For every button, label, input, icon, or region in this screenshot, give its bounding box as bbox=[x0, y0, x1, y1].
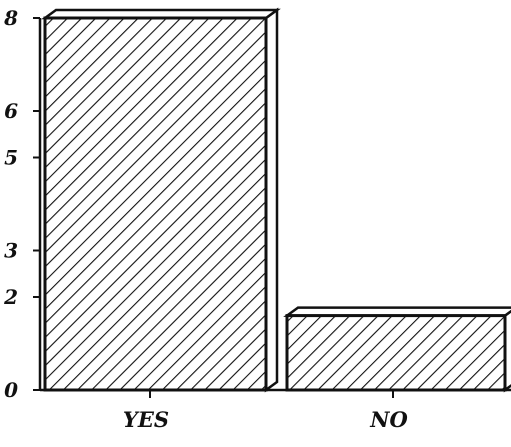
y-tick-label-3: 3 bbox=[4, 239, 18, 263]
y-tick-label-5: 5 bbox=[4, 146, 18, 170]
x-category-label-no: NO bbox=[369, 407, 408, 432]
bars-group bbox=[41, 7, 511, 393]
y-ticks-group: 0 2 3 5 6 8 bbox=[3, 6, 40, 402]
bar-yes bbox=[43, 16, 268, 392]
x-category-label-yes: YES bbox=[123, 407, 169, 432]
y-tick-label-0: 0 bbox=[4, 378, 18, 402]
y-tick-label-2: 2 bbox=[3, 285, 18, 309]
x-ticks-group: YES NO bbox=[123, 390, 408, 432]
y-tick-label-8: 8 bbox=[3, 6, 18, 30]
bar-no bbox=[285, 314, 507, 392]
bar-yes-side bbox=[264, 7, 279, 393]
y-tick-label-6: 6 bbox=[4, 99, 18, 123]
